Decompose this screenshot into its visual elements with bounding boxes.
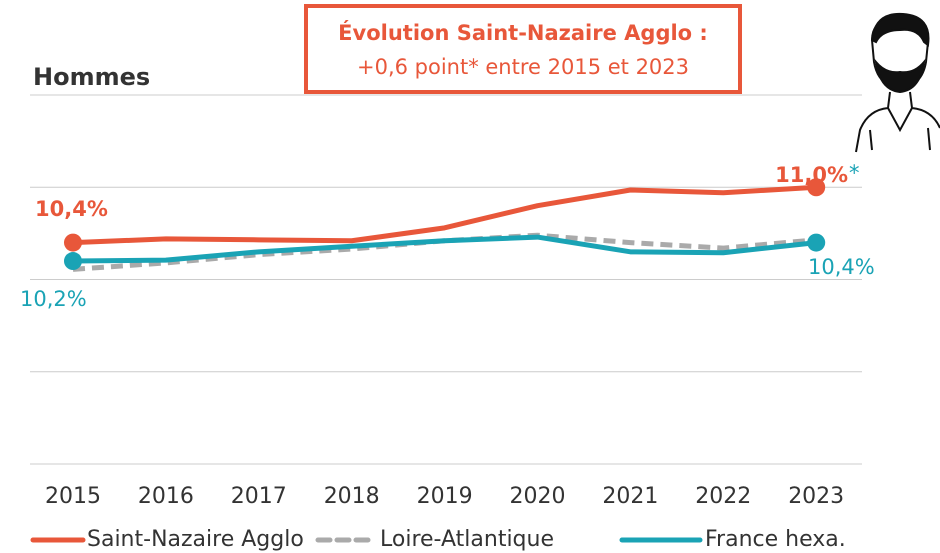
point-marker <box>64 252 82 270</box>
chart-title: +0,6 point* entre 2015 et 2023 <box>357 55 689 79</box>
value-label: 10,2% <box>20 287 87 311</box>
x-tick-label: 2023 <box>788 484 844 509</box>
point-marker <box>64 234 82 252</box>
value-label: 11,0% <box>775 163 848 187</box>
value-label: 10,4% <box>35 197 108 221</box>
x-tick-label: 2022 <box>695 484 751 509</box>
x-tick-label: 2015 <box>45 484 101 509</box>
chart-title: Évolution Saint-Nazaire Agglo : <box>338 20 708 45</box>
subtitle: Hommes <box>33 63 150 91</box>
value-label: 10,4% <box>808 255 875 279</box>
person-icon <box>856 14 940 152</box>
legend-label: France hexa. <box>705 527 846 552</box>
legend-label: Saint-Nazaire Agglo <box>87 527 304 552</box>
legend-label: Loire-Atlantique <box>380 527 554 552</box>
x-tick-label: 2017 <box>231 484 287 509</box>
chart: Évolution Saint-Nazaire Agglo : +0,6 poi… <box>0 0 940 553</box>
title-box <box>306 6 740 92</box>
x-tick-label: 2019 <box>417 484 473 509</box>
x-tick-label: 2018 <box>324 484 380 509</box>
page: Évolution Saint-Nazaire Agglo : +0,6 poi… <box>0 0 940 553</box>
x-tick-label: 2020 <box>510 484 566 509</box>
series-line <box>73 187 816 242</box>
point-marker <box>807 234 825 252</box>
x-tick-label: 2021 <box>602 484 658 509</box>
annotation: * <box>849 161 860 185</box>
x-tick-label: 2016 <box>138 484 194 509</box>
